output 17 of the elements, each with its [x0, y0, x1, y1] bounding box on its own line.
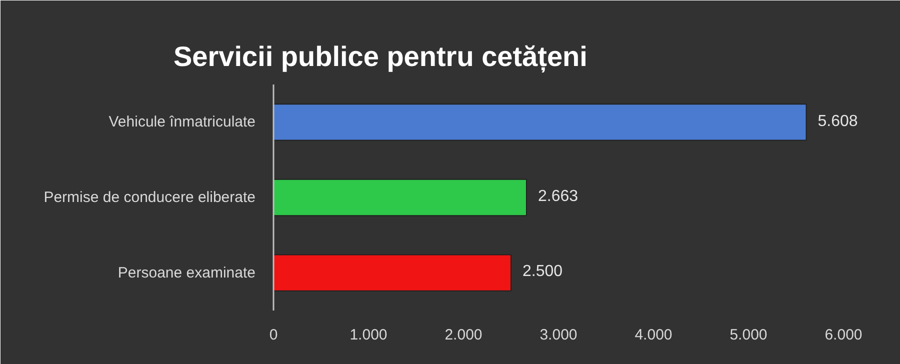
chart-title: Servicii publice pentru cetățeni: [174, 41, 588, 73]
bar: [274, 254, 512, 292]
x-tick-label: 0: [269, 326, 278, 344]
y-tick-label: Permise de conducere eliberate: [44, 189, 256, 206]
data-label: 2.663: [538, 188, 578, 206]
x-tick-label: 6.000: [824, 326, 862, 344]
x-tick-label: 4.000: [634, 326, 672, 344]
y-tick-label: Persoane examinate: [118, 264, 256, 282]
x-tick-label: 3.000: [540, 326, 578, 344]
bar: [274, 104, 807, 141]
bar: [274, 178, 527, 216]
x-tick-label: 5.000: [730, 326, 768, 344]
y-tick-label: Vehicule înmatriculate: [108, 114, 256, 131]
data-label: 2.500: [522, 263, 563, 282]
x-tick-label: 2.000: [444, 326, 482, 344]
x-tick-label: 1.000: [350, 326, 388, 344]
data-label: 5.608: [818, 112, 858, 131]
